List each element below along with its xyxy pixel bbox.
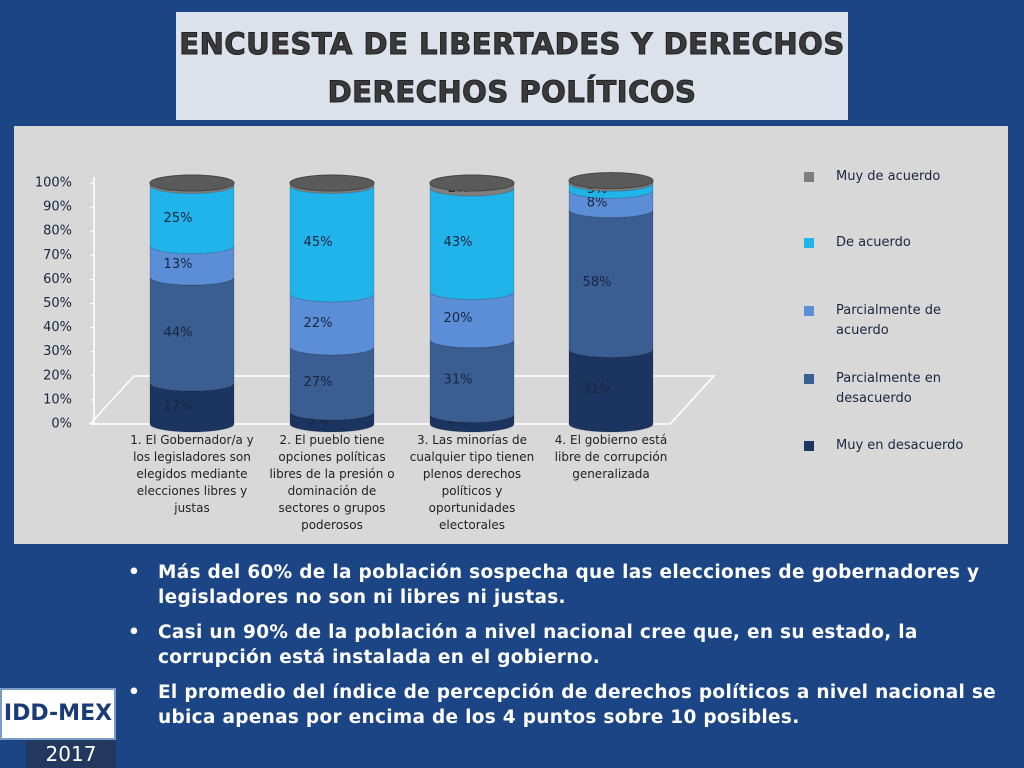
legend-label: Muy de acuerdo [836, 169, 941, 184]
y-tick-label: 70% [43, 248, 72, 263]
x-tick-label: 3. Las minorías de cualquier tipo tienen… [409, 433, 535, 532]
legend-label: De acuerdo [836, 235, 911, 250]
legend-label: Muy en desacuerdo [836, 438, 964, 453]
bullet: Casi un 90% de la población a nivel naci… [124, 620, 1004, 670]
bullet: Más del 60% de la población sospecha que… [124, 560, 1004, 610]
bar-cap [289, 174, 375, 192]
y-tick-label: 60% [43, 272, 72, 287]
data-label: 22% [304, 316, 333, 331]
bar-cap [149, 174, 235, 192]
y-tick-label: 80% [43, 224, 72, 239]
legend-marker [804, 374, 814, 384]
logo: IDD-MEX [0, 688, 116, 740]
data-label: 44% [164, 326, 193, 341]
legend-entry: Muy de acuerdo [836, 169, 941, 184]
title-box: ENCUESTA DE LIBERTADES Y DERECHOS DERECH… [176, 12, 848, 120]
x-tick-label: 2. El pueblo tiene opciones políticas li… [269, 433, 395, 532]
legend-entry: De acuerdo [836, 235, 911, 250]
data-label: 45% [304, 235, 333, 250]
data-label: 58% [583, 275, 612, 290]
x-tick-label: 1. El Gobernador/a y los legisladores so… [130, 433, 254, 515]
y-tick-label: 10% [43, 392, 72, 407]
y-tick-label: 50% [43, 296, 72, 311]
legend-entry: Parcialmente de acuerdo [836, 303, 941, 338]
legend-marker [804, 441, 814, 451]
x-tick-label: 4. El gobierno está libre de corrupción … [554, 433, 668, 481]
chart: 0% 10% 20% 30% 40% 50% 60% 70% 80% 90% 100% 17% 44% 1… [14, 126, 1008, 544]
data-label: 31% [583, 382, 612, 397]
y-tick-label: 20% [43, 368, 72, 383]
data-label: 27% [304, 375, 333, 390]
data-label: 25% [164, 211, 193, 226]
legend-label: Parcialmente en desacuerdo [836, 371, 941, 406]
logo-year: 2017 [26, 740, 116, 768]
data-label: 20% [444, 311, 473, 326]
y-tick-label: 100% [35, 176, 72, 191]
y-tick-label: 90% [43, 200, 72, 215]
data-label: 31% [444, 373, 473, 388]
data-label: 13% [164, 257, 193, 272]
bullet-list: Más del 60% de la población sospecha que… [124, 560, 1004, 740]
y-tick-label: 30% [43, 344, 72, 359]
title-line: DERECHOS POLÍTICOS [327, 75, 697, 110]
legend-marker [804, 238, 814, 248]
y-tick-label: 40% [43, 320, 72, 335]
legend-marker [804, 172, 814, 182]
bar-cap [429, 174, 515, 192]
title-line: ENCUESTA DE LIBERTADES Y DERECHOS [179, 27, 845, 62]
data-label: 8% [587, 195, 608, 210]
data-label: 43% [444, 235, 473, 250]
legend-marker [804, 306, 814, 316]
legend-entry: Parcialmente en desacuerdo [836, 371, 941, 406]
data-label: 17% [164, 399, 193, 414]
legend-label: Parcialmente de acuerdo [836, 303, 941, 338]
legend-entry: Muy en desacuerdo [836, 438, 964, 453]
y-tick-label: 0% [51, 417, 72, 432]
bar-cap [568, 172, 654, 190]
bullet: El promedio del índice de percepción de … [124, 680, 1004, 730]
